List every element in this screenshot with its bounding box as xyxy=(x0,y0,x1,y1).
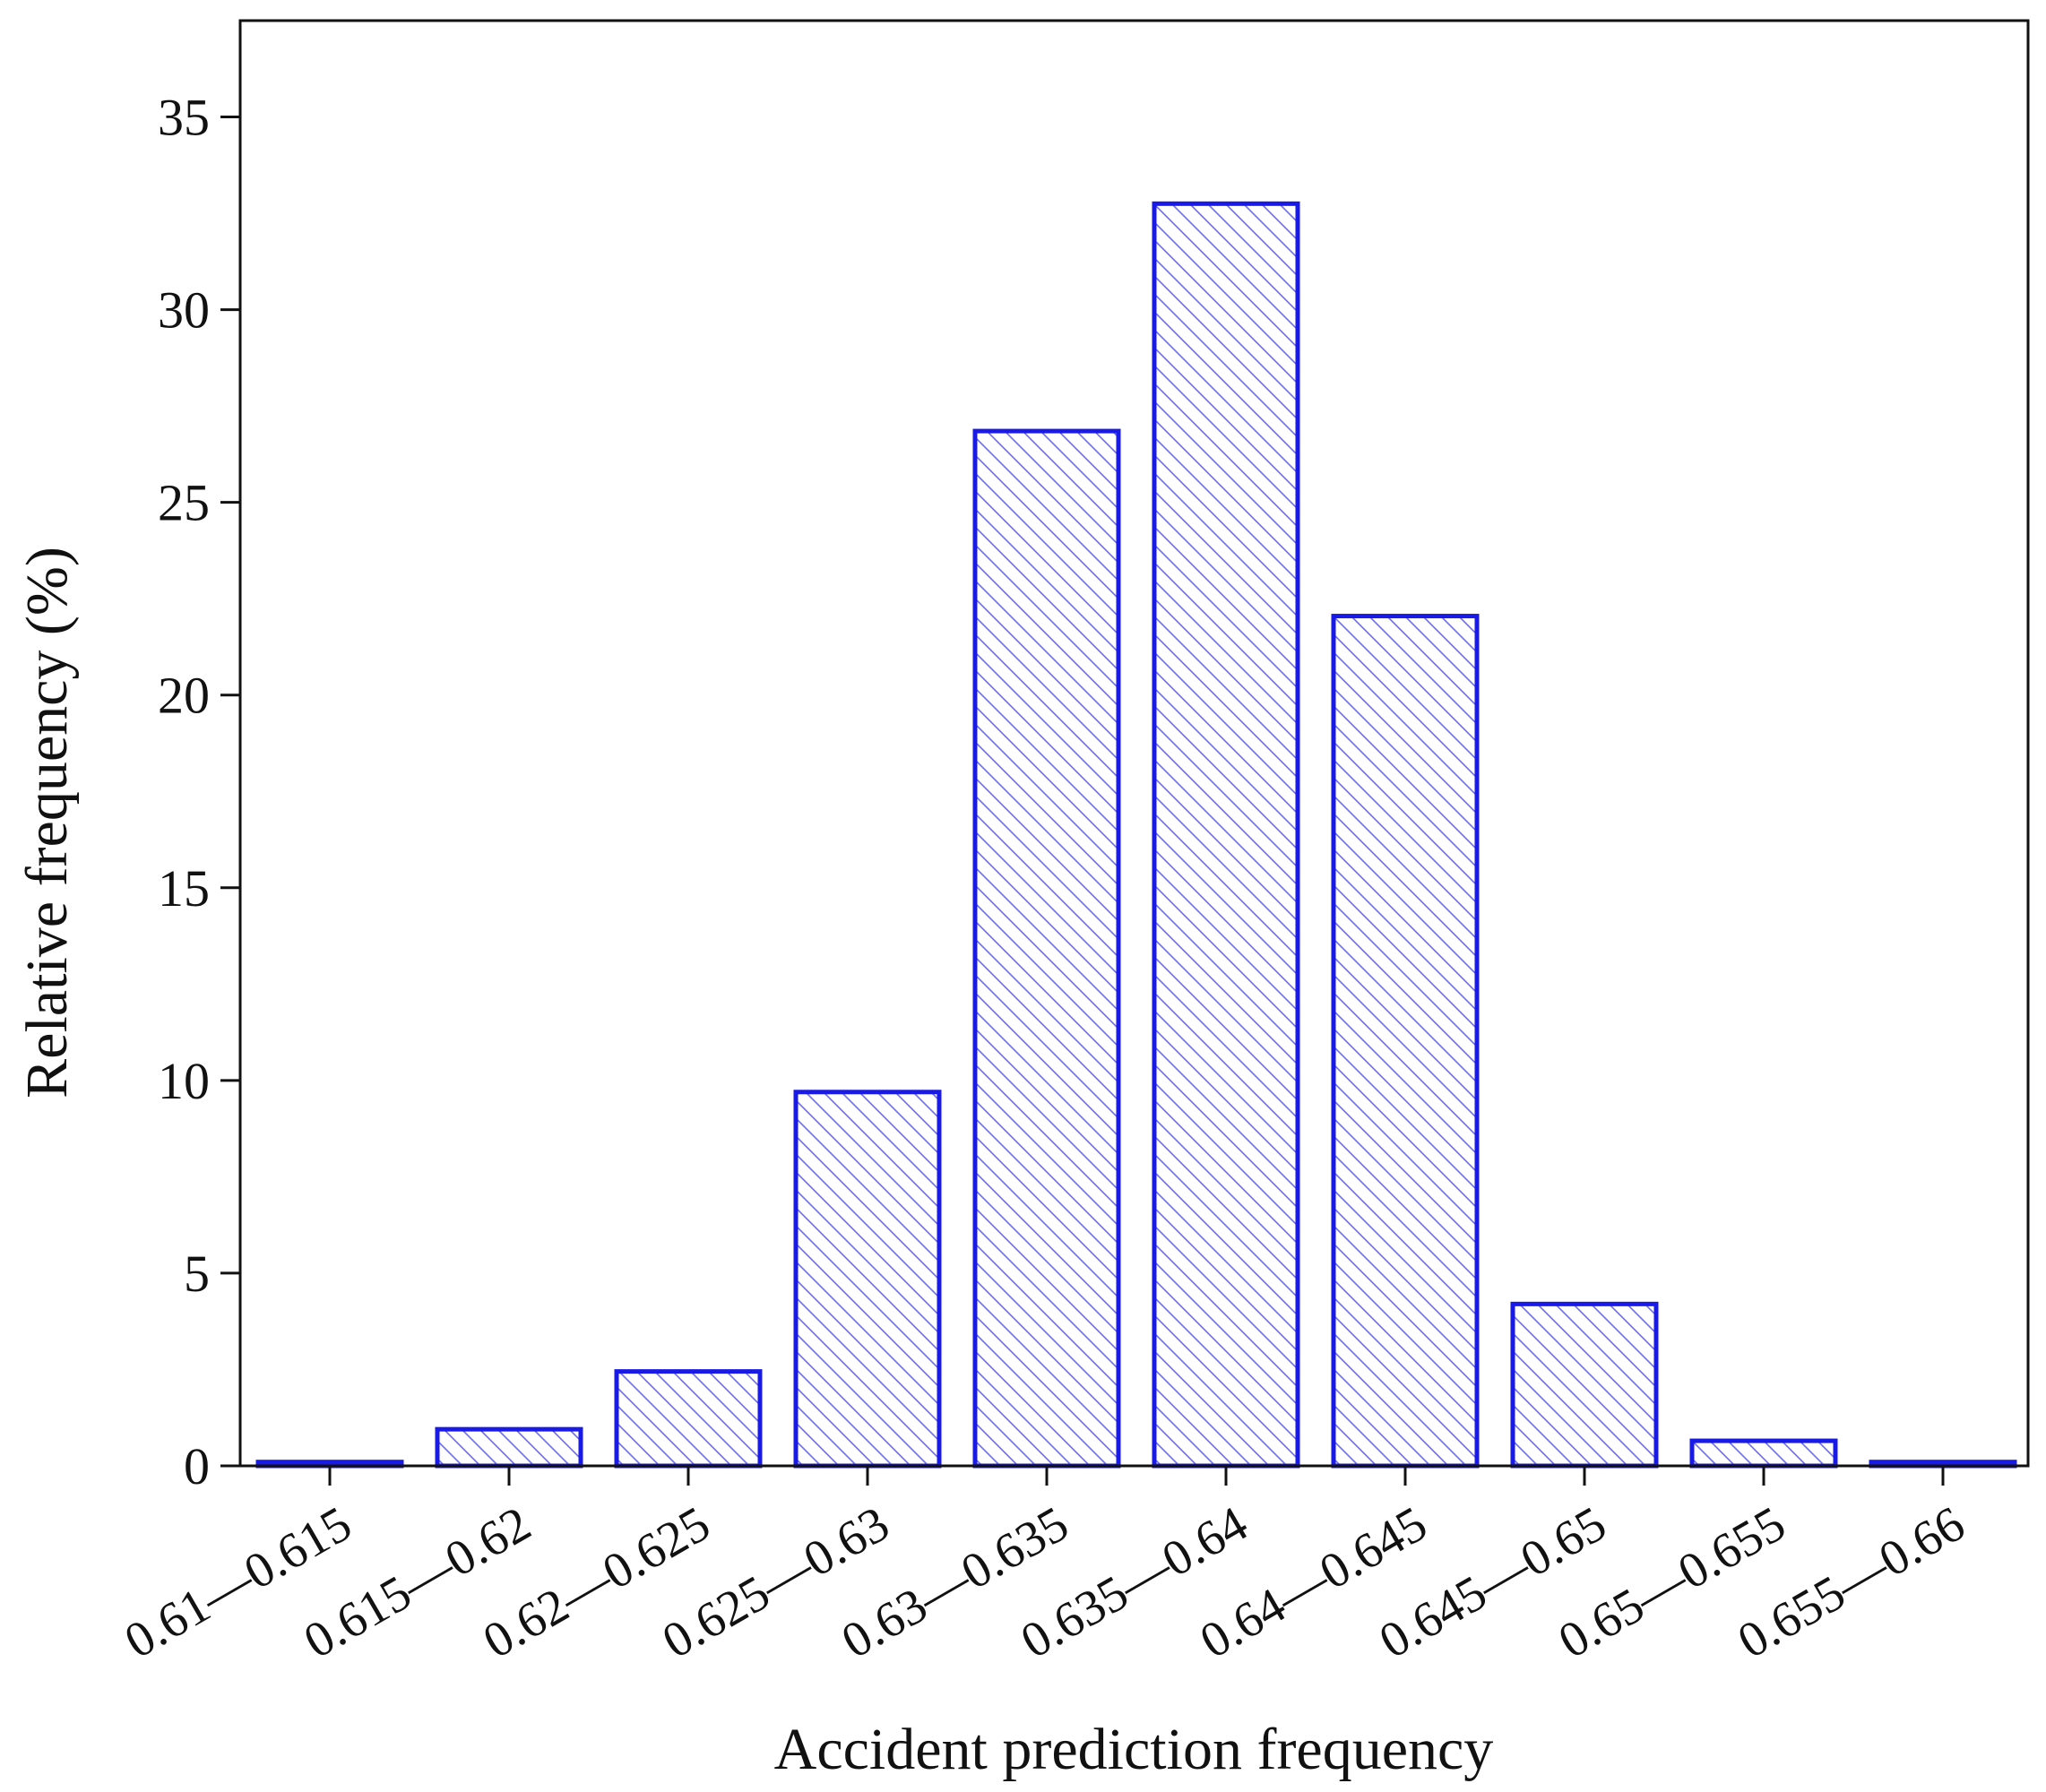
bar-group xyxy=(1689,1438,1838,1469)
y-tick-label: 5 xyxy=(184,1245,210,1303)
y-tick-label: 15 xyxy=(158,859,210,918)
bar-hatch xyxy=(975,431,1118,1466)
y-tick-label: 10 xyxy=(158,1052,210,1110)
y-tick-label: 30 xyxy=(158,281,210,340)
x-axis-title: Accident prediction frequency xyxy=(774,1717,1494,1782)
y-axis-title: Relative frequency (%) xyxy=(14,547,80,1098)
y-tick-label: 0 xyxy=(184,1437,210,1495)
bar-hatch xyxy=(437,1429,581,1466)
bar-hatch xyxy=(1692,1441,1835,1466)
bar-hatch xyxy=(796,1091,939,1466)
bar-group xyxy=(435,1426,583,1469)
y-tick-label: 20 xyxy=(158,667,210,725)
bar-hatch xyxy=(617,1371,760,1466)
y-tick-label: 35 xyxy=(158,89,210,147)
bar-hatch xyxy=(1513,1304,1656,1466)
bar-group xyxy=(1331,614,1480,1469)
bar-group xyxy=(793,1090,942,1469)
bar-hatch xyxy=(1154,203,1298,1466)
bar-group xyxy=(972,428,1121,1469)
bar-group xyxy=(1152,201,1300,1469)
bar-group xyxy=(1510,1301,1659,1469)
bar-hatch xyxy=(1334,616,1477,1466)
y-tick-label: 25 xyxy=(158,474,210,532)
bars-layer xyxy=(255,201,2017,1469)
plot-frame xyxy=(238,19,2030,1468)
bar-group xyxy=(614,1369,763,1469)
